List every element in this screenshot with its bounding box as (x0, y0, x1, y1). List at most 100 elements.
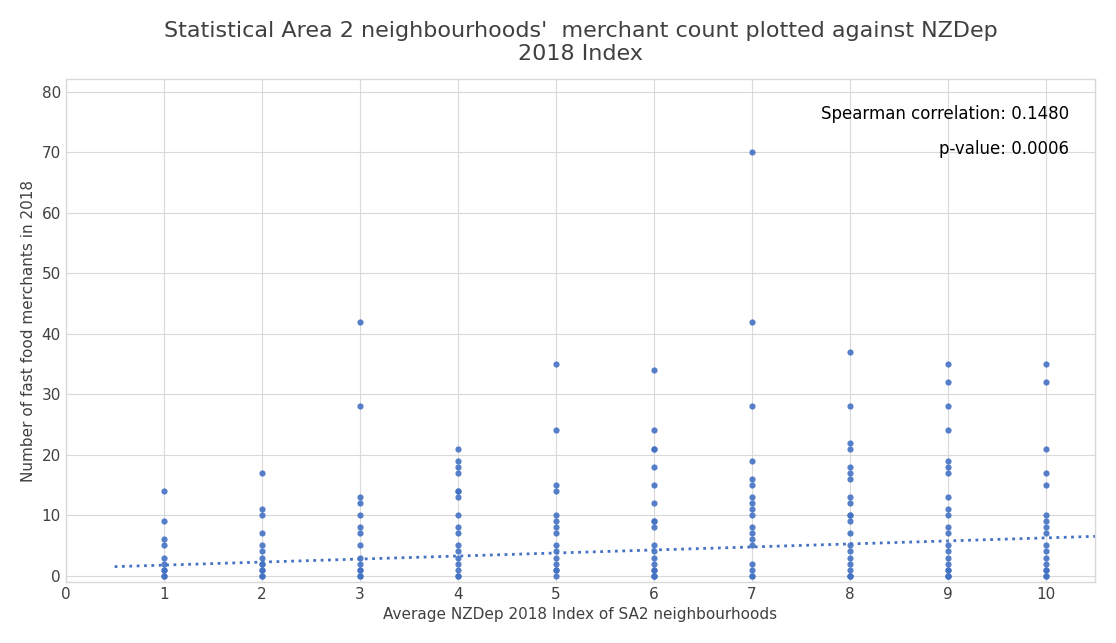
Point (449, 486, 466, 496)
Point (1037, 377, 1055, 387)
Point (350, 552, 368, 563)
Text: p-value: 0.0006: p-value: 0.0006 (940, 140, 1069, 158)
Point (547, 565, 565, 575)
Point (841, 570, 859, 581)
Point (449, 522, 466, 532)
Point (940, 528, 958, 538)
Point (940, 559, 958, 569)
Point (743, 480, 761, 490)
Point (350, 570, 368, 581)
Point (350, 510, 368, 520)
Point (253, 570, 271, 581)
Point (645, 480, 663, 490)
Point (449, 570, 466, 581)
Point (940, 540, 958, 550)
Point (645, 425, 663, 435)
Point (743, 498, 761, 508)
Point (841, 552, 859, 563)
Point (449, 486, 466, 496)
Point (645, 365, 663, 375)
Point (253, 565, 271, 575)
Point (841, 516, 859, 527)
Point (645, 444, 663, 454)
Point (940, 492, 958, 502)
Point (645, 444, 663, 454)
Point (350, 401, 368, 412)
Point (547, 528, 565, 538)
Point (449, 492, 466, 502)
Point (547, 522, 565, 532)
Point (1037, 480, 1055, 490)
Point (253, 565, 271, 575)
Point (645, 565, 663, 575)
Point (1037, 540, 1055, 550)
Point (743, 492, 761, 502)
Point (547, 480, 565, 490)
Point (743, 147, 761, 158)
Point (841, 570, 859, 581)
Point (449, 570, 466, 581)
Point (841, 547, 859, 557)
Point (645, 570, 663, 581)
Point (547, 510, 565, 520)
Point (449, 547, 466, 557)
Point (940, 570, 958, 581)
Point (350, 559, 368, 569)
Point (645, 559, 663, 569)
Point (645, 462, 663, 472)
Point (253, 559, 271, 569)
X-axis label: Average NZDep 2018 Index of SA2 neighbourhoods: Average NZDep 2018 Index of SA2 neighbou… (383, 607, 778, 622)
Point (841, 492, 859, 502)
Point (841, 528, 859, 538)
Point (841, 474, 859, 484)
Point (743, 565, 761, 575)
Point (1037, 547, 1055, 557)
Point (253, 547, 271, 557)
Point (1037, 444, 1055, 454)
Point (449, 462, 466, 472)
Point (449, 510, 466, 520)
Point (841, 540, 859, 550)
Point (841, 510, 859, 520)
Point (449, 456, 466, 466)
Point (743, 559, 761, 569)
Point (940, 462, 958, 472)
Point (743, 316, 761, 327)
Point (1037, 522, 1055, 532)
Point (350, 492, 368, 502)
Point (1037, 552, 1055, 563)
Point (743, 474, 761, 484)
Point (645, 547, 663, 557)
Point (547, 552, 565, 563)
Point (253, 559, 271, 569)
Point (547, 359, 565, 369)
Point (449, 467, 466, 478)
Point (1037, 467, 1055, 478)
Point (1037, 565, 1055, 575)
Point (940, 552, 958, 563)
Point (350, 522, 368, 532)
Point (645, 522, 663, 532)
Point (940, 425, 958, 435)
Point (1037, 570, 1055, 581)
Point (841, 498, 859, 508)
Point (547, 486, 565, 496)
Point (841, 559, 859, 569)
Point (449, 552, 466, 563)
Point (940, 570, 958, 581)
Point (841, 444, 859, 454)
Point (743, 540, 761, 550)
Point (449, 528, 466, 538)
Point (1037, 516, 1055, 527)
Point (1037, 528, 1055, 538)
Point (743, 510, 761, 520)
Point (743, 456, 761, 466)
Point (940, 467, 958, 478)
Point (547, 540, 565, 550)
Point (350, 498, 368, 508)
Point (155, 570, 173, 581)
Point (645, 516, 663, 527)
Point (155, 534, 173, 545)
Point (645, 570, 663, 581)
Point (940, 570, 958, 581)
